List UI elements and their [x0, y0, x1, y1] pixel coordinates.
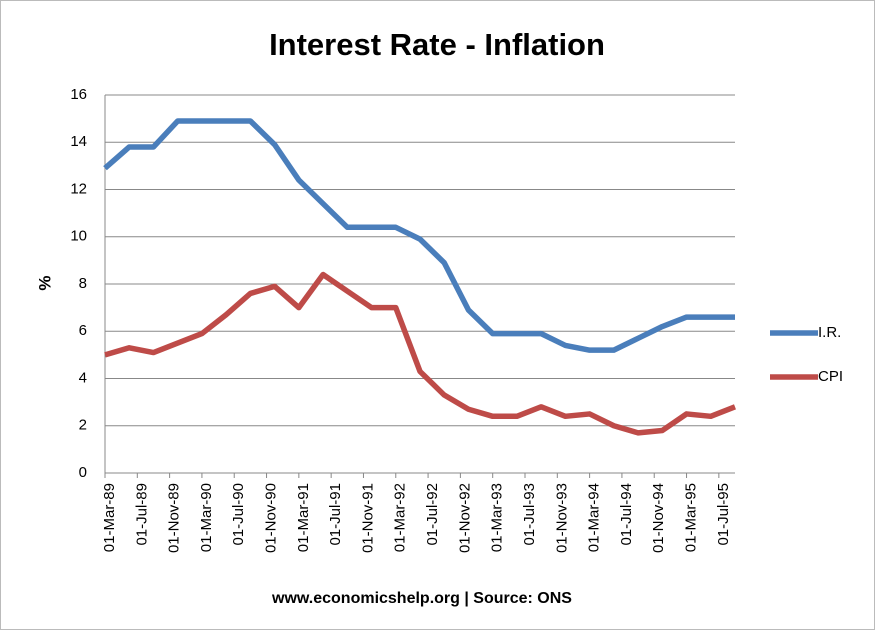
y-tick-label: 2 [79, 417, 87, 434]
y-axis-label: % [35, 275, 54, 290]
x-tick-label: 01-Jul-91 [327, 483, 344, 546]
x-tick-label: 01-Jul-92 [424, 483, 441, 546]
y-tick-label: 6 [79, 322, 87, 339]
x-tick-label: 01-Jul-90 [230, 483, 247, 546]
x-tick-label: 01-Mar-95 [683, 483, 700, 552]
x-tick-label: 01-Jul-93 [521, 483, 538, 546]
y-tick-label: 10 [70, 228, 87, 245]
y-tick-label: 8 [79, 275, 87, 292]
y-tick-label: 14 [70, 133, 87, 150]
y-tick-label: 4 [79, 369, 87, 386]
legend-label: CPI [818, 368, 843, 385]
x-tick-label: 01-Jul-94 [618, 483, 635, 546]
x-tick-label: 01-Nov-89 [166, 483, 183, 553]
x-tick-label: 01-Jul-89 [133, 483, 150, 546]
x-tick-label: 01-Mar-93 [489, 483, 506, 552]
y-tick-label: 12 [70, 180, 87, 197]
chart-title: Interest Rate - Inflation [269, 27, 605, 62]
x-tick-label: 01-Nov-94 [650, 483, 667, 553]
x-tick-label: 01-Nov-92 [456, 483, 473, 553]
x-tick-label: 01-Mar-91 [295, 483, 312, 552]
series-line [103, 118, 735, 353]
x-tick-label: 01-Mar-89 [101, 483, 118, 552]
legend-label: I.R. [818, 324, 841, 341]
y-tick-label: 0 [79, 464, 87, 481]
x-tick-label: 01-Mar-92 [392, 483, 409, 552]
y-tick-label: 16 [70, 86, 87, 103]
x-tick-label: 01-Nov-90 [263, 483, 280, 553]
x-tick-label: 01-Mar-90 [198, 483, 215, 552]
x-tick-label: 01-Nov-91 [359, 483, 376, 553]
x-tick-label: 01-Jul-95 [715, 483, 732, 546]
series-line [104, 271, 736, 436]
x-tick-label: 01-Mar-94 [586, 483, 603, 552]
x-tick-label: 01-Nov-93 [553, 483, 570, 553]
source-note: www.economicshelp.org | Source: ONS [271, 590, 572, 607]
